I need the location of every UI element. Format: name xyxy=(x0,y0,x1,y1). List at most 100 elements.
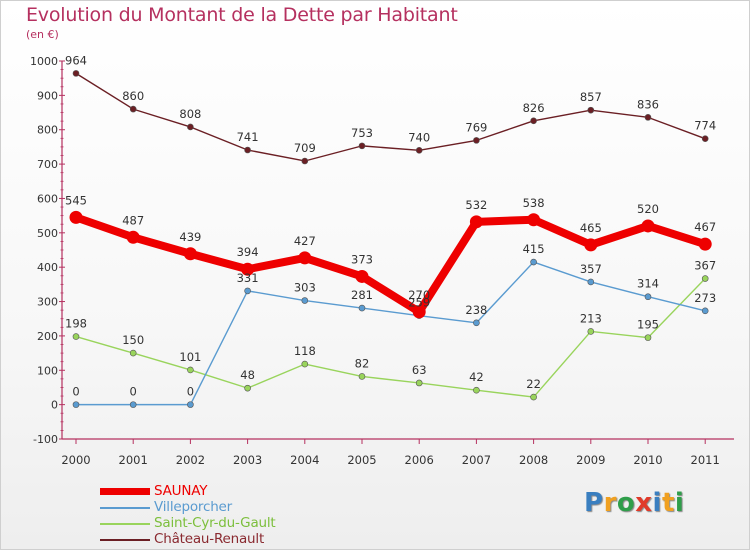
logo-letter: P xyxy=(584,488,604,518)
data-point-ch-teau-renault xyxy=(301,157,309,165)
data-label-saint-cyr-du-gault: 82 xyxy=(355,356,370,370)
logo-letter: x xyxy=(635,488,653,518)
data-label-saint-cyr-du-gault: 48 xyxy=(240,368,255,382)
y-tick-label: 100 xyxy=(37,364,58,377)
data-point-ch-teau-renault xyxy=(415,147,423,154)
data-label-saint-cyr-du-gault: 195 xyxy=(637,318,659,332)
data-label-saunay: 427 xyxy=(294,234,316,248)
data-label-villeporcher: 259 xyxy=(408,296,430,310)
data-label-ch-teau-renault: 741 xyxy=(237,130,259,144)
data-point-villeporcher xyxy=(473,319,480,327)
chart-subtitle: (en €) xyxy=(26,28,59,41)
data-label-villeporcher: 415 xyxy=(523,242,545,256)
data-point-saunay xyxy=(126,230,140,244)
data-point-ch-teau-renault xyxy=(129,105,137,113)
logo-letter: t xyxy=(661,488,675,518)
y-tick-label: 300 xyxy=(37,296,58,309)
data-point-saint-cyr-du-gault xyxy=(187,366,194,374)
x-tick-label: 2011 xyxy=(691,453,720,467)
data-point-saunay xyxy=(69,210,83,224)
data-point-villeporcher xyxy=(358,304,366,312)
data-point-saunay xyxy=(641,219,655,233)
data-point-villeporcher xyxy=(587,278,595,286)
data-label-saint-cyr-du-gault: 150 xyxy=(122,333,144,347)
y-tick-label: 1000 xyxy=(30,55,58,68)
logo-letter: i xyxy=(674,488,685,518)
data-label-saunay: 465 xyxy=(580,221,602,235)
data-point-villeporcher xyxy=(244,287,251,295)
data-point-saint-cyr-du-gault xyxy=(415,379,423,387)
y-tick-label: 200 xyxy=(37,330,58,343)
data-point-villeporcher xyxy=(129,401,137,408)
data-point-ch-teau-renault xyxy=(187,123,194,131)
data-label-villeporcher: 357 xyxy=(580,262,602,276)
data-label-villeporcher: 314 xyxy=(637,277,659,291)
data-label-ch-teau-renault: 753 xyxy=(351,126,373,140)
data-label-saunay: 270 xyxy=(408,288,430,302)
data-label-ch-teau-renault: 808 xyxy=(179,107,201,121)
data-point-saunay xyxy=(698,237,712,251)
data-label-saint-cyr-du-gault: 101 xyxy=(179,350,201,364)
data-label-saunay: 373 xyxy=(351,252,373,266)
data-label-saunay: 394 xyxy=(237,245,259,259)
data-label-villeporcher: 281 xyxy=(351,288,373,302)
x-tick-label: 2001 xyxy=(119,453,148,467)
data-label-ch-teau-renault: 826 xyxy=(523,101,545,115)
x-tick-label: 2009 xyxy=(576,453,605,467)
x-tick-label: 2004 xyxy=(290,453,319,467)
y-tick-label: 600 xyxy=(37,192,58,205)
proxiti-logo: Proxiti xyxy=(584,488,684,518)
data-label-villeporcher: 303 xyxy=(294,281,316,295)
data-label-saunay: 532 xyxy=(465,198,487,212)
y-tick-label: 400 xyxy=(37,261,58,274)
data-label-villeporcher: 273 xyxy=(694,291,716,305)
data-point-ch-teau-renault xyxy=(530,117,537,125)
data-point-ch-teau-renault xyxy=(701,135,709,142)
data-label-saunay: 439 xyxy=(179,230,201,244)
y-tick-label: 0 xyxy=(51,399,58,412)
data-label-saint-cyr-du-gault: 42 xyxy=(469,370,484,384)
data-label-saint-cyr-du-gault: 198 xyxy=(65,317,87,331)
chart-axes: -100010020030040050060070080090010002000… xyxy=(30,55,734,467)
data-label-saunay: 520 xyxy=(637,202,659,216)
data-point-saunay xyxy=(298,251,312,265)
logo-letter: i xyxy=(652,488,662,518)
data-label-saunay: 487 xyxy=(122,213,144,227)
data-label-saint-cyr-du-gault: 367 xyxy=(694,259,716,273)
data-label-villeporcher: 331 xyxy=(237,271,259,285)
x-tick-label: 2005 xyxy=(347,453,376,467)
x-tick-label: 2002 xyxy=(176,453,205,467)
data-label-villeporcher: 238 xyxy=(465,303,487,317)
legend-label-villeporcher: Villeporcher xyxy=(154,499,233,515)
data-point-saint-cyr-du-gault xyxy=(72,333,80,340)
data-label-saint-cyr-du-gault: 63 xyxy=(412,363,427,377)
data-label-saint-cyr-du-gault: 22 xyxy=(526,377,541,391)
logo-letter: r xyxy=(603,488,617,518)
data-point-villeporcher xyxy=(701,307,709,315)
x-tick-label: 2006 xyxy=(405,453,434,467)
data-label-villeporcher: 0 xyxy=(72,385,79,399)
data-point-saint-cyr-du-gault xyxy=(473,386,480,394)
y-tick-label: 800 xyxy=(37,124,58,137)
data-point-saunay xyxy=(527,213,541,227)
data-label-saunay: 538 xyxy=(523,196,545,210)
data-point-saint-cyr-du-gault xyxy=(701,275,709,282)
data-point-saint-cyr-du-gault xyxy=(301,360,309,368)
data-label-ch-teau-renault: 769 xyxy=(465,120,487,134)
legend-swatch-villeporcher xyxy=(100,507,150,509)
y-tick-label: 700 xyxy=(37,158,58,171)
data-point-saint-cyr-du-gault xyxy=(644,334,652,341)
legend-swatch-chateau-renault xyxy=(100,539,150,541)
data-label-villeporcher: 0 xyxy=(130,385,137,399)
data-label-ch-teau-renault: 740 xyxy=(408,130,430,144)
data-label-villeporcher: 0 xyxy=(187,385,194,399)
data-label-ch-teau-renault: 774 xyxy=(694,119,716,133)
data-label-saunay: 545 xyxy=(65,193,87,207)
data-point-saint-cyr-du-gault xyxy=(530,393,537,401)
data-point-ch-teau-renault xyxy=(358,142,366,150)
data-point-saunay xyxy=(241,262,255,276)
data-label-ch-teau-renault: 860 xyxy=(122,89,144,103)
series-line-ch-teau-renault xyxy=(75,72,706,162)
